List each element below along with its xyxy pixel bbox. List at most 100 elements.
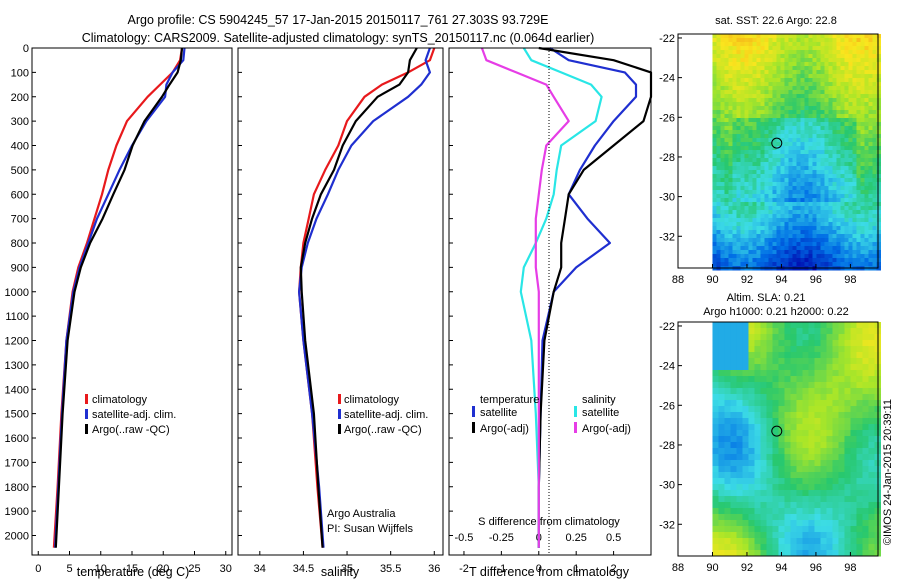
map-cell — [728, 106, 733, 111]
map-cell — [732, 226, 737, 231]
map-cell — [862, 382, 869, 389]
map-cell — [808, 174, 813, 179]
map-cell — [800, 74, 805, 79]
map-cell — [876, 186, 881, 191]
map-cell — [868, 448, 875, 455]
map-cell — [828, 206, 833, 211]
map-cell — [772, 142, 777, 147]
map-cell — [852, 154, 857, 159]
map-cell — [864, 130, 869, 135]
map-cell — [732, 166, 737, 171]
map-cell — [744, 194, 749, 199]
map-cell — [844, 130, 849, 135]
map-ytick-label: -22 — [659, 321, 675, 333]
map-cell — [730, 340, 737, 347]
map-cell — [832, 194, 837, 199]
map-cell — [808, 370, 815, 377]
map-cell — [776, 46, 781, 51]
map-cell — [784, 472, 791, 479]
map-cell — [808, 226, 813, 231]
map-cell — [856, 520, 863, 527]
map-cell — [776, 62, 781, 67]
map-cell — [736, 532, 743, 539]
map-cell — [860, 162, 865, 167]
map-cell — [796, 388, 803, 395]
map-cell — [808, 334, 815, 341]
map-cell — [760, 218, 765, 223]
map-cell — [820, 74, 825, 79]
map-cell — [728, 214, 733, 219]
map-cell — [800, 110, 805, 115]
map-cell — [742, 490, 749, 497]
map-cell — [856, 334, 863, 341]
map-cell — [764, 74, 769, 79]
map-cell — [760, 460, 767, 467]
map-cell — [730, 436, 737, 443]
depth-tick-label: 500 — [11, 165, 29, 177]
map-cell — [832, 58, 837, 63]
map-cell — [808, 150, 813, 155]
map-cell — [814, 358, 821, 365]
map-cell — [720, 218, 725, 223]
map-cell — [754, 418, 761, 425]
map-xtick-label: 96 — [810, 562, 822, 574]
map-cell — [760, 170, 765, 175]
map-cell — [752, 78, 757, 83]
map-cell — [780, 190, 785, 195]
map-cell — [796, 346, 803, 353]
salinity-xlabel: salinity — [321, 565, 360, 579]
map-cell — [778, 400, 785, 407]
map-cell — [876, 230, 881, 235]
map-cell — [724, 90, 729, 95]
map-cell — [748, 234, 753, 239]
map-cell — [730, 400, 737, 407]
map-cell — [850, 370, 857, 377]
map-cell — [718, 490, 725, 497]
map-cell — [836, 186, 841, 191]
map-cell — [820, 254, 825, 259]
map-cell — [768, 58, 773, 63]
map-cell — [732, 86, 737, 91]
map-cell — [720, 222, 725, 227]
map-cell — [808, 78, 813, 83]
map-cell — [814, 394, 821, 401]
map-cell — [720, 210, 725, 215]
map-cell — [824, 214, 829, 219]
map-cell — [716, 142, 721, 147]
map-cell — [864, 86, 869, 91]
map-cell — [744, 186, 749, 191]
map-cell — [776, 130, 781, 135]
map-cell — [788, 54, 793, 59]
map-cell — [832, 150, 837, 155]
map-cell — [712, 322, 719, 329]
map-cell — [780, 262, 785, 267]
map-cell — [780, 154, 785, 159]
map-cell — [736, 334, 743, 341]
map-cell — [748, 254, 753, 259]
map-cell — [760, 538, 767, 545]
map-cell — [748, 508, 755, 515]
map-cell — [772, 154, 777, 159]
map-cell — [760, 94, 765, 99]
map-cell — [856, 508, 863, 515]
map-cell — [808, 234, 813, 239]
map-cell — [720, 170, 725, 175]
map-cell — [788, 62, 793, 67]
map-cell — [860, 158, 865, 163]
map-cell — [728, 210, 733, 215]
map-cell — [748, 78, 753, 83]
map-cell — [744, 38, 749, 43]
map-cell — [832, 328, 839, 335]
map-cell — [744, 102, 749, 107]
map-cell — [826, 526, 833, 533]
map-cell — [844, 466, 851, 473]
map-cell — [744, 230, 749, 235]
map-cell — [812, 162, 817, 167]
map-cell — [784, 508, 791, 515]
map-cell — [780, 90, 785, 95]
map-cell — [752, 174, 757, 179]
map-cell — [828, 190, 833, 195]
map-cell — [868, 42, 873, 47]
depth-tick-label: 400 — [11, 141, 29, 153]
map-cell — [732, 190, 737, 195]
